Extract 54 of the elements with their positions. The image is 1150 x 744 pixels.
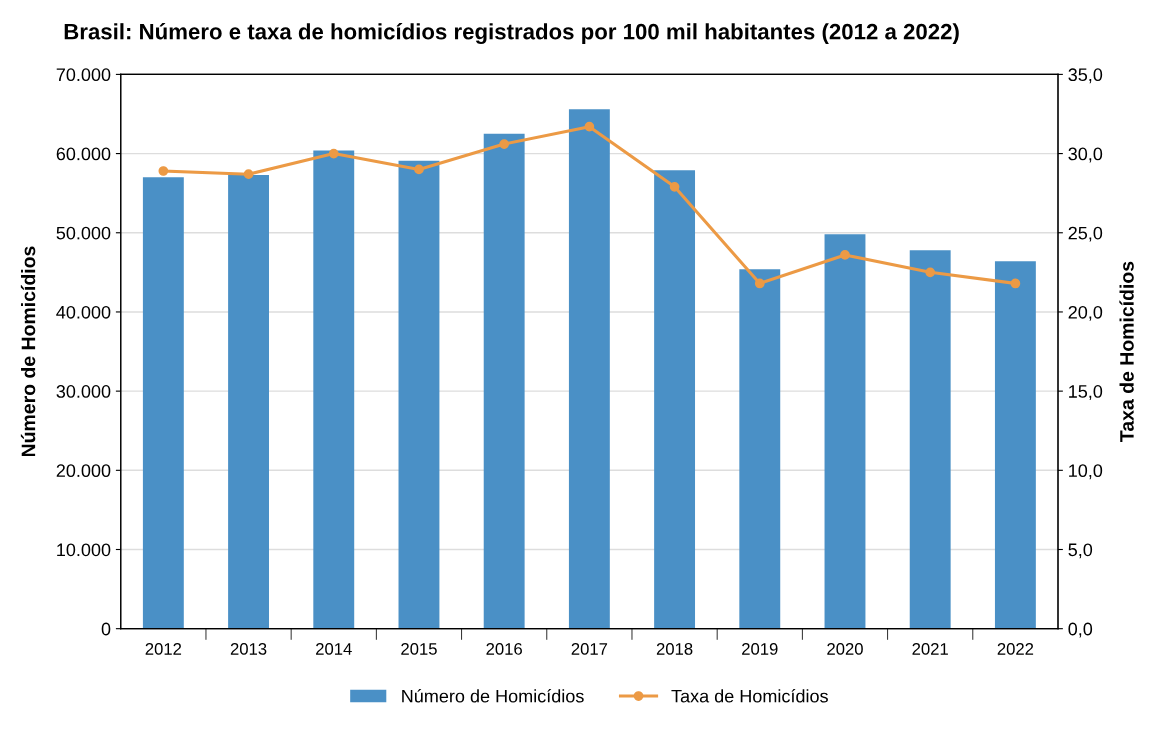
y2-tick-label: 15,0 (1069, 385, 1103, 400)
point (584, 121, 595, 132)
point (754, 278, 765, 289)
point (840, 250, 850, 260)
legend-label: Número de Homicídios (402, 689, 584, 703)
x-tick-label: 2016 (486, 643, 522, 655)
bar (654, 170, 696, 629)
point (414, 164, 424, 175)
bar (483, 133, 525, 629)
bar (142, 177, 184, 629)
bar (398, 160, 440, 629)
y2-tick-label: 30,0 (1068, 147, 1103, 163)
x-tick-label: 2021 (912, 643, 948, 655)
y2-axis-title: Taxa de Homicídios (1119, 261, 1134, 442)
y-tick-label: 30.000 (56, 385, 111, 398)
y2-tick-label: 0,0 (1068, 622, 1093, 638)
y2-tick-label: 5,0 (1068, 543, 1093, 559)
y-tick-label: 10.000 (57, 543, 111, 557)
bar (909, 250, 951, 629)
x-tick-label: 2015 (401, 643, 437, 655)
y-tick-label: 70.000 (56, 68, 111, 82)
bar (228, 174, 270, 629)
point (158, 166, 169, 176)
x-tick-label: 2022 (997, 643, 1034, 655)
bar (313, 150, 355, 629)
legend-label: Taxa de Homicídios (671, 689, 828, 703)
y-tick-label: 0 (101, 622, 111, 636)
y2-tick-label: 20,0 (1068, 305, 1103, 321)
x-tick-label: 2017 (571, 643, 608, 655)
y2-tick-label: 10,0 (1069, 464, 1103, 480)
x-tick-label: 2014 (316, 643, 352, 655)
point (925, 267, 936, 278)
y2-tick-label: 35,0 (1068, 68, 1103, 84)
y-axis-title: Número de Homicídios (20, 246, 36, 457)
x-tick-label: 2012 (145, 643, 182, 655)
point (499, 139, 510, 149)
bar (568, 109, 610, 629)
point (669, 181, 680, 192)
y-tick-label: 40.000 (56, 305, 111, 319)
point (243, 169, 254, 180)
y-tick-label: 20.000 (56, 464, 111, 478)
bar (994, 261, 1036, 629)
x-tick-label: 2019 (742, 643, 778, 655)
bar (739, 269, 781, 629)
y-tick-label: 50.000 (56, 226, 111, 240)
chart-title: Brasil: Número e taxa de homicídios registrados por 100 mil habitantes (2012 a 2022) (64, 22, 959, 44)
x-tick-label: 2020 (827, 643, 863, 655)
point (1010, 278, 1021, 289)
point (328, 148, 339, 159)
y2-tick-label: 25,0 (1068, 226, 1103, 242)
y-tick-label: 60.000 (56, 147, 111, 161)
bar (824, 234, 866, 629)
x-tick-label: 2018 (656, 643, 693, 655)
x-tick-label: 2013 (230, 643, 267, 655)
